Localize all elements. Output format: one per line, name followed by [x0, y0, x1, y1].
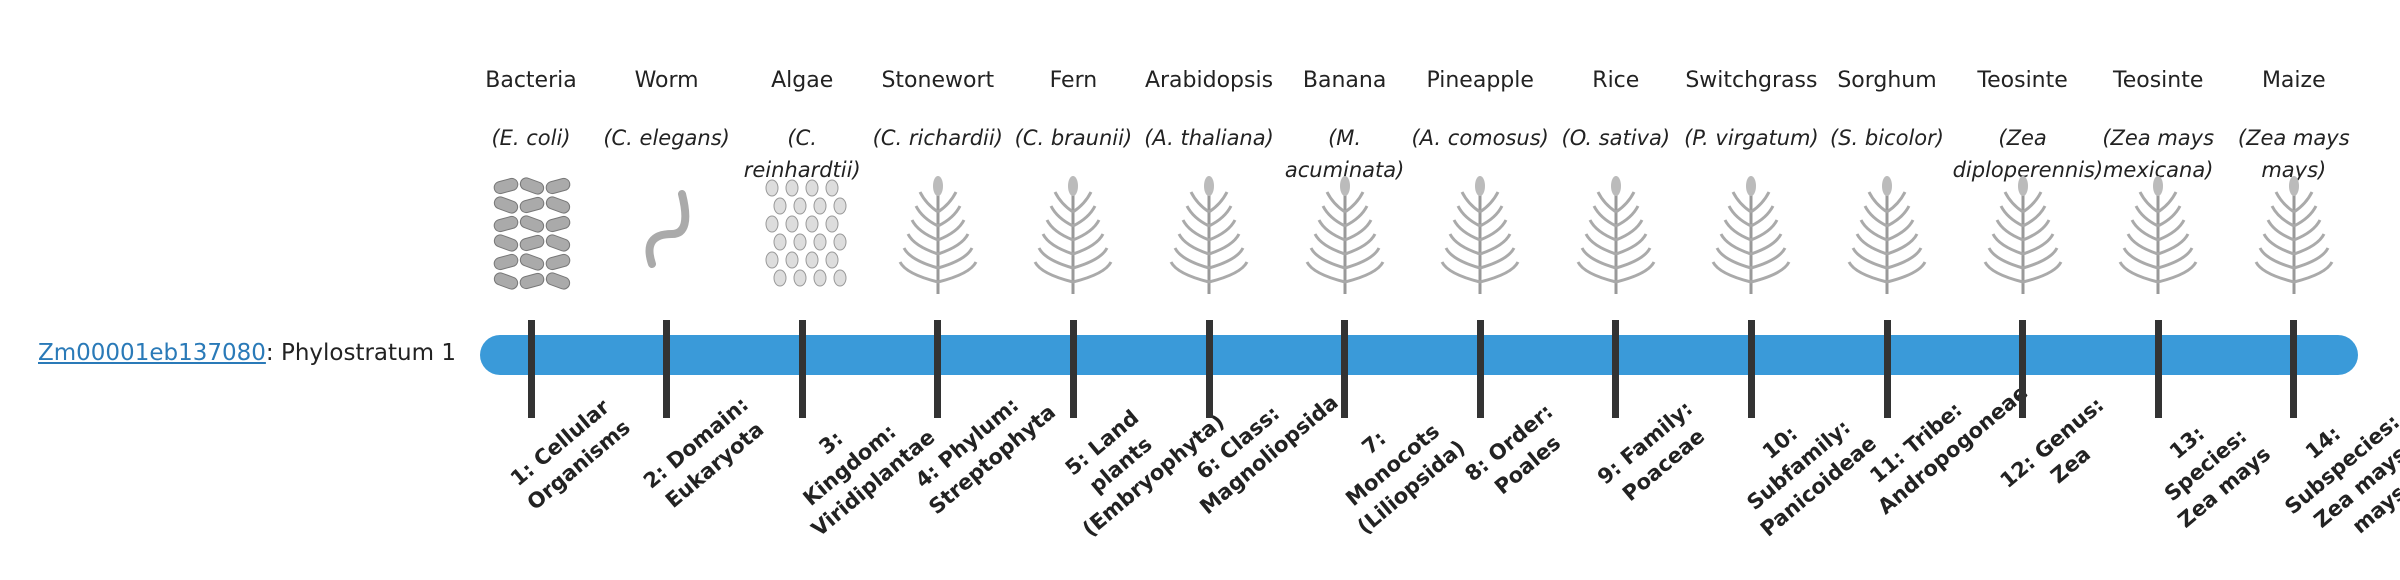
scientific-name: (Zea mays mexicana)	[2102, 126, 2215, 182]
scientific-name: (A. comosus)	[1411, 126, 1549, 150]
timeline-tick	[2154, 320, 2162, 418]
timeline-tick	[1341, 320, 1349, 418]
gene-label: Zm00001eb137080: Phylostratum 1	[38, 340, 456, 366]
gene-stratum: : Phylostratum 1	[265, 340, 456, 366]
common-name: Banana	[1302, 68, 1387, 93]
organism-illustration	[1576, 176, 1656, 294]
scientific-name: (O. sativa)	[1561, 126, 1671, 150]
taxon-rank: 1: Cellular Organisms	[505, 394, 635, 515]
timeline-tick	[1612, 320, 1620, 418]
taxon-rank: 9: Family: Poaceae	[1592, 396, 1710, 506]
common-name: Teosinte	[1977, 68, 2068, 93]
organism-illustration	[2118, 176, 2198, 294]
timeline-tick	[1069, 320, 1077, 418]
timeline-tick	[1883, 320, 1891, 418]
common-name: Worm	[634, 68, 699, 93]
taxon-rank: 2: Domain: Eukaryota	[638, 392, 768, 513]
scientific-name: (P. virgatum)	[1684, 126, 1819, 150]
timeline-bar	[480, 335, 2358, 375]
scientific-name: (E. coli)	[491, 126, 571, 150]
organism-illustration	[1983, 176, 2062, 294]
scientific-name: (C. richardii)	[872, 126, 1003, 150]
timeline-tick	[527, 320, 535, 418]
scientific-name: (Zea diploperennis)	[1952, 126, 2104, 182]
timeline-tick	[1747, 320, 1755, 418]
common-name: Fern	[1049, 68, 1098, 93]
organism-illustration	[1712, 176, 1791, 294]
timeline-tick	[2019, 320, 2027, 418]
common-name: Switchgrass	[1685, 68, 1818, 93]
organism-illustration	[1034, 176, 1113, 294]
organism-illustration	[1305, 176, 1384, 294]
scientific-name: (A. thaliana)	[1144, 126, 1274, 150]
taxon-rank: 5: Land plants (Embryophyta)	[1061, 405, 1230, 542]
organism-illustration	[493, 177, 571, 290]
common-name: Teosinte	[2113, 68, 2204, 93]
timeline-tick	[663, 320, 671, 418]
timeline-tick	[2290, 320, 2298, 418]
common-name: Sorghum	[1837, 68, 1937, 93]
common-name: Pineapple	[1426, 68, 1534, 93]
organism-illustration	[1169, 176, 1249, 294]
timeline-tick	[1205, 320, 1213, 418]
taxon-rank: 3: Kingdom: Viridiplantae	[798, 419, 940, 542]
scientific-name: (C. reinhardtii)	[743, 126, 861, 182]
common-name: Bacteria	[485, 68, 577, 93]
scientific-name: (C. braunii)	[1014, 126, 1133, 150]
timeline-tick	[798, 320, 806, 418]
organism-illustration	[898, 176, 978, 294]
organism-illustration	[1440, 176, 1520, 294]
organism-illustration	[2254, 176, 2334, 294]
taxon-rank: 14: Subspecies: Zea mays mays	[2280, 409, 2400, 539]
gene-link[interactable]: Zm00001eb137080	[38, 340, 266, 366]
organism-illustration	[645, 190, 689, 268]
common-name: Algae	[771, 68, 834, 93]
common-name: Arabidopsis	[1144, 68, 1274, 93]
scientific-name: (C. elegans)	[603, 126, 730, 150]
taxon-rank: 10: Subfamily: Panicoideae	[1742, 415, 1882, 542]
common-name: Rice	[1592, 68, 1640, 93]
common-name: Stonewort	[881, 68, 995, 93]
taxon-rank: 13: Species: Zea mays	[2160, 421, 2276, 533]
organism-illustration	[1847, 176, 1927, 294]
common-name: Maize	[2261, 68, 2326, 93]
scientific-name: (S. bicolor)	[1830, 126, 1944, 150]
organism-illustration	[765, 179, 847, 287]
timeline-tick	[934, 320, 942, 418]
timeline-tick	[1476, 320, 1484, 418]
